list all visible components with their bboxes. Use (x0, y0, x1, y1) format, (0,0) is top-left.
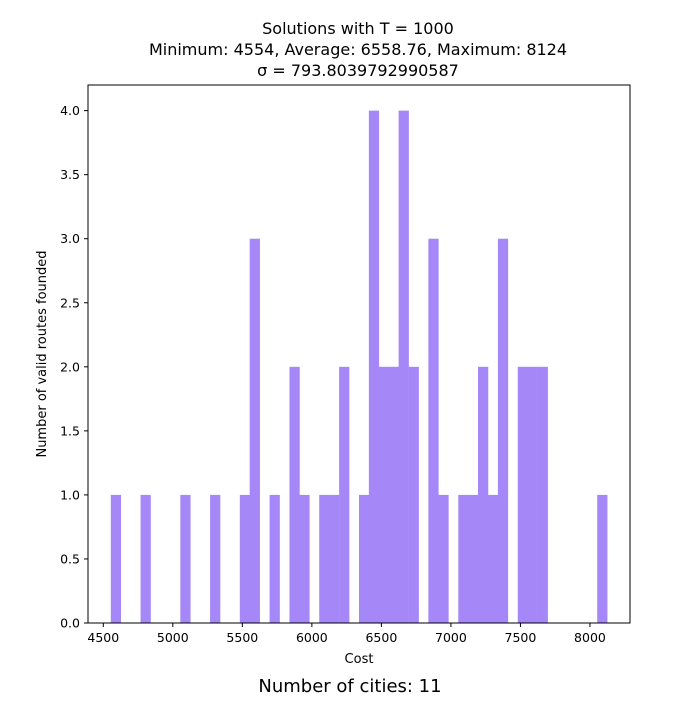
histogram-bar (359, 494, 370, 623)
x-tick-label: 6000 (296, 630, 328, 645)
x-tick-label: 5500 (226, 630, 258, 645)
histogram-bar (339, 366, 350, 623)
histogram-bar (497, 238, 509, 623)
x-tick-label: 5000 (157, 630, 189, 645)
y-tick-label: 0.5 (60, 551, 80, 566)
histogram-bar (140, 494, 151, 623)
x-tick-label: 7500 (505, 630, 537, 645)
footer-city-count: Number of cities: 11 (258, 676, 441, 697)
histogram-bars (110, 110, 608, 624)
y-tick-label: 2.0 (60, 359, 80, 374)
y-tick-label: 3.0 (60, 231, 80, 246)
y-tick-label: 1.5 (60, 423, 80, 438)
histogram-bar (299, 494, 310, 623)
histogram-bar (537, 366, 548, 623)
histogram-bar (478, 366, 489, 623)
histogram-bar (398, 110, 409, 624)
chart-title: Solutions with T = 1000 Minimum: 4554, A… (149, 19, 567, 80)
y-axis-ticks: 0.0 0.5 1.0 1.5 2.0 2.5 3.0 3.5 4.0 (60, 103, 88, 631)
histogram-bar (289, 366, 300, 623)
x-axis-label: Cost (345, 652, 374, 667)
histogram-bar (378, 366, 389, 623)
histogram-bar (488, 494, 499, 623)
histogram-bar (388, 366, 399, 623)
histogram-bar (468, 494, 479, 623)
x-axis-ticks: 4500 5000 5500 6000 6500 7000 7500 8000 (87, 623, 606, 645)
histogram-bar (438, 494, 449, 623)
plot-frame (87, 84, 631, 624)
histogram-bar (319, 494, 330, 623)
histogram-bar (239, 494, 251, 623)
histogram-bar (368, 110, 380, 624)
y-tick-label: 2.5 (60, 295, 80, 310)
histogram-bar (329, 494, 340, 623)
histogram-bar (458, 494, 469, 623)
histogram-bar (428, 238, 439, 623)
histogram-bar (210, 494, 221, 623)
x-tick-label: 6500 (365, 630, 397, 645)
histogram-bar (517, 366, 529, 623)
x-tick-label: 4500 (87, 630, 119, 645)
histogram-bar (110, 494, 122, 623)
chart-title-line-3: σ = 793.8039792990587 (257, 61, 459, 80)
y-tick-label: 4.0 (60, 103, 80, 118)
y-axis-label: Number of valid routes founded (35, 250, 50, 457)
histogram-bar (269, 494, 280, 623)
chart-title-line-1: Solutions with T = 1000 (262, 19, 454, 38)
histogram-bar (527, 366, 538, 623)
histogram-bar (180, 494, 191, 623)
histogram-bar (249, 238, 260, 623)
y-tick-label: 0.0 (60, 616, 80, 631)
x-tick-label: 7000 (435, 630, 467, 645)
x-tick-label: 8000 (574, 630, 606, 645)
chart-title-line-2: Minimum: 4554, Average: 6558.76, Maximum… (149, 40, 567, 59)
histogram-bar (408, 366, 419, 623)
y-tick-label: 3.5 (60, 167, 80, 182)
histogram-bar (597, 494, 608, 623)
y-tick-label: 1.0 (60, 487, 80, 502)
